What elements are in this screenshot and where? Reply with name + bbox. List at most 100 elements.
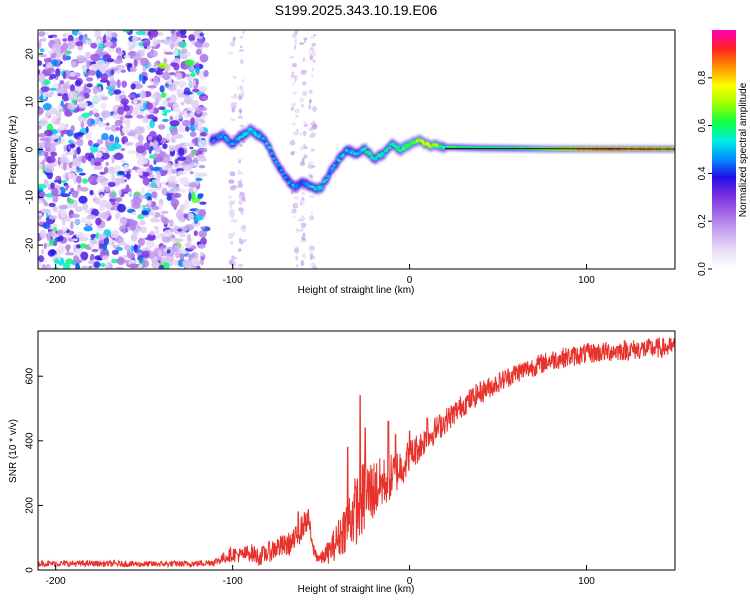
noise-blob xyxy=(184,242,192,249)
noise-blob xyxy=(84,57,88,63)
noise-blob xyxy=(62,218,66,227)
noise-blob xyxy=(170,33,178,42)
noise-column-blob xyxy=(312,123,318,130)
noise-blob xyxy=(169,40,175,49)
noise-column-blob xyxy=(302,232,306,237)
noise-blob xyxy=(188,34,196,41)
noise-blob xyxy=(78,195,88,204)
noise-blob xyxy=(80,251,89,261)
tone-core xyxy=(363,146,367,150)
noise-blob xyxy=(166,97,171,102)
noise-blob xyxy=(152,38,158,48)
noise-blob xyxy=(104,186,111,193)
noise-blob xyxy=(158,62,168,69)
noise-blob xyxy=(157,124,166,130)
noise-column-blob xyxy=(237,158,243,161)
noise-blob xyxy=(48,91,55,96)
noise-blob xyxy=(199,32,204,37)
noise-blob xyxy=(177,170,188,175)
noise-blob xyxy=(66,40,76,50)
noise-blob xyxy=(61,180,67,184)
noise-blob xyxy=(82,34,86,44)
noise-blob xyxy=(134,126,145,135)
noise-blob xyxy=(180,30,187,36)
noise-blob xyxy=(87,260,95,265)
noise-blob xyxy=(38,54,47,58)
noise-blob xyxy=(123,244,131,251)
noise-blob xyxy=(127,94,136,98)
tone-core xyxy=(341,153,345,157)
noise-blob xyxy=(184,224,195,231)
noise-blob xyxy=(131,129,137,133)
noise-blob xyxy=(158,264,165,269)
noise-column-blob xyxy=(291,82,295,87)
noise-blob xyxy=(38,212,43,217)
noise-blob xyxy=(97,120,104,129)
noise-column-blob xyxy=(300,215,305,221)
noise-column-blob xyxy=(312,106,317,112)
noise-blob xyxy=(199,53,209,63)
noise-blob xyxy=(160,210,169,214)
noise-blob xyxy=(42,92,47,100)
noise-column-blob xyxy=(239,109,242,115)
noise-blob xyxy=(118,189,122,196)
noise-blob xyxy=(136,93,141,98)
noise-blob xyxy=(50,59,59,67)
noise-blob xyxy=(93,143,100,148)
tone-core xyxy=(286,177,290,181)
spectrogram-y-tick-label: 10 xyxy=(25,96,36,108)
noise-blob xyxy=(85,77,94,82)
noise-blob xyxy=(76,166,80,171)
noise-blob xyxy=(139,220,146,226)
noise-column-blob xyxy=(298,228,305,232)
noise-blob xyxy=(128,45,134,51)
noise-blob xyxy=(83,83,88,92)
tone-core xyxy=(240,135,244,138)
noise-blob xyxy=(44,166,55,173)
noise-blob xyxy=(117,170,125,175)
noise-blob xyxy=(190,191,196,200)
noise-column-blob xyxy=(241,239,247,243)
noise-column-blob xyxy=(300,222,306,229)
noise-column-blob xyxy=(230,118,236,122)
noise-blob xyxy=(161,99,169,108)
noise-blob xyxy=(94,30,102,39)
noise-blob xyxy=(104,126,111,131)
noise-blob xyxy=(180,246,185,254)
noise-blob xyxy=(95,228,104,231)
noise-blob xyxy=(114,197,123,203)
noise-column-blob xyxy=(302,57,306,62)
noise-blob xyxy=(176,88,183,93)
noise-blob xyxy=(142,176,150,186)
snr-y-ticks: 0 200 400 600 xyxy=(25,367,43,573)
noise-column-blob xyxy=(308,99,312,104)
noise-blob xyxy=(183,109,188,119)
noise-column-blob xyxy=(310,132,316,138)
noise-blob xyxy=(84,73,89,78)
tone-core xyxy=(258,133,262,137)
noise-blob xyxy=(93,112,100,118)
noise-blob xyxy=(161,235,172,243)
noise-blob xyxy=(195,106,203,115)
noise-blob xyxy=(145,167,151,174)
noise-blob xyxy=(136,114,144,119)
noise-blob xyxy=(199,251,205,257)
noise-blob xyxy=(149,119,155,129)
noise-blob xyxy=(54,38,61,43)
noise-blob xyxy=(55,68,61,77)
noise-blob xyxy=(175,72,183,81)
noise-blob xyxy=(52,195,59,203)
noise-column-blob xyxy=(229,260,233,265)
noise-blob xyxy=(78,100,88,109)
noise-blob xyxy=(120,98,129,105)
noise-blob xyxy=(120,147,126,152)
noise-blob xyxy=(196,154,206,162)
noise-column-blob xyxy=(311,51,315,55)
noise-column-blob xyxy=(230,41,236,47)
noise-blob xyxy=(62,53,67,61)
noise-blob xyxy=(87,39,92,46)
tone-core xyxy=(274,160,278,164)
noise-blob xyxy=(117,51,124,56)
noise-blob xyxy=(88,265,92,269)
noise-blob xyxy=(103,166,109,174)
